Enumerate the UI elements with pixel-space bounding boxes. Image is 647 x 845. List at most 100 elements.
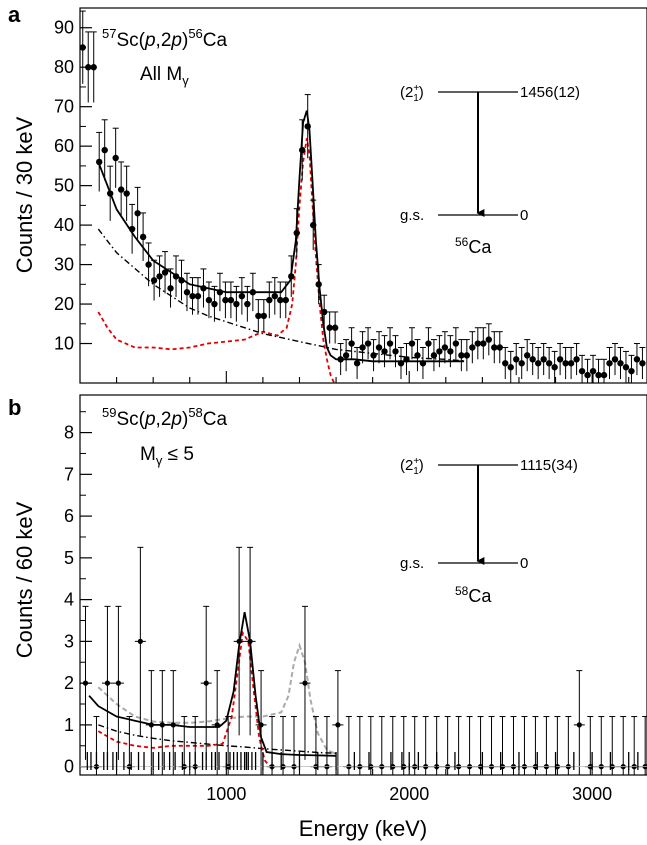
data-point	[332, 670, 344, 775]
y-tick-label: 80	[54, 57, 74, 77]
data-point	[386, 327, 394, 360]
y-tick-label: 60	[54, 136, 74, 156]
data-point	[458, 339, 465, 372]
data-point	[331, 311, 339, 344]
data-point	[343, 716, 355, 775]
data-point	[200, 605, 212, 760]
data-point	[502, 346, 509, 380]
data-point	[622, 350, 630, 383]
data-point	[573, 670, 585, 775]
nucleus-label-a: 56Ca	[455, 235, 492, 257]
y-axis-b: 0 1 2 3 4 5 6 7 8	[64, 411, 92, 777]
data-point	[617, 346, 624, 380]
y-tick-label: 40	[54, 215, 74, 235]
data-point	[408, 327, 416, 360]
data-point	[529, 716, 541, 775]
data-point	[480, 327, 487, 360]
data-point	[189, 277, 196, 315]
y-tick-label: 10	[54, 334, 74, 354]
y-tick-label: 90	[54, 18, 74, 38]
y-tick-label: 1	[64, 715, 74, 735]
x-tick-label: 2000	[389, 784, 429, 804]
data-point	[556, 343, 564, 376]
data-point	[222, 281, 229, 319]
data-point	[80, 10, 86, 84]
excited-level-energy-a: 1456(12)	[520, 84, 580, 101]
data-point	[452, 327, 460, 360]
data-point	[475, 716, 487, 775]
data-point	[101, 119, 108, 181]
plot-area-a	[80, 10, 646, 383]
data-point	[255, 299, 262, 333]
y-axis-a: 10 20 30 40 50 60 70 80 90	[54, 18, 630, 383]
data-point	[447, 335, 454, 368]
excited-level-spin-a: (2+ 1)	[400, 83, 424, 104]
ground-state-energy-a: 0	[520, 207, 528, 224]
data-point	[288, 716, 300, 775]
y-tick-label: 8	[64, 423, 74, 443]
data-point	[304, 94, 311, 159]
data-point	[573, 343, 580, 376]
data-point	[486, 716, 498, 775]
y-axis-label-b: Counts / 60 keV	[12, 501, 37, 658]
data-point	[628, 354, 635, 383]
data-point	[167, 670, 179, 775]
data-point	[238, 277, 246, 315]
panel-a: a 10 20 30 40 50 60 70 80 90 Counts / 30 keV 57S…	[8, 2, 647, 384]
background-curve	[97, 228, 465, 362]
data-point	[540, 716, 552, 775]
data-point	[518, 346, 525, 380]
data-point	[425, 327, 432, 360]
data-point	[183, 272, 191, 312]
data-point	[584, 716, 596, 775]
level-scheme-a: (2+ 1) 1456(12) g.s. 0 56Ca	[400, 83, 580, 257]
ground-state-label-b: g.s.	[400, 555, 424, 572]
data-point	[497, 716, 508, 775]
data-point	[282, 281, 289, 319]
data-point	[617, 716, 629, 775]
excited-level-spin-b: (2+ 1)	[400, 456, 424, 477]
reaction-label-a: 57Sc(p,2p)56Ca	[102, 26, 228, 51]
y-tick-label: 30	[54, 255, 74, 275]
data-point	[365, 716, 377, 775]
data-point	[387, 716, 399, 775]
data-point	[139, 212, 147, 261]
y-tick-label: 2	[64, 673, 74, 693]
data-point	[595, 716, 607, 775]
data-point	[194, 277, 202, 315]
data-point	[244, 285, 251, 322]
data-point	[414, 339, 421, 372]
data-point	[134, 546, 146, 736]
data-point	[353, 346, 361, 380]
data-point	[359, 331, 366, 364]
data-point	[337, 343, 344, 376]
response-function-curve	[97, 630, 271, 768]
data-point	[474, 327, 482, 360]
data-point	[167, 268, 174, 308]
data-point	[299, 119, 306, 181]
y-tick-label: 0	[64, 757, 74, 777]
data-point	[145, 242, 152, 287]
x-tick-label: 1000	[206, 784, 246, 804]
data-point	[534, 346, 542, 380]
nucleus-label-b: 58Ca	[455, 584, 492, 606]
data-point	[271, 277, 278, 315]
y-tick-label: 7	[64, 464, 74, 484]
data-point	[96, 131, 103, 192]
data-point	[227, 281, 235, 319]
data-point	[321, 716, 333, 775]
data-point	[595, 358, 602, 383]
event-rug-b	[86, 752, 639, 770]
data-point	[277, 716, 289, 775]
data-point	[381, 335, 388, 368]
data-point	[326, 311, 333, 344]
data-point	[370, 339, 377, 372]
data-point	[392, 335, 399, 368]
data-point	[523, 339, 531, 372]
data-point	[606, 716, 618, 775]
data-point	[419, 346, 427, 380]
data-point	[128, 203, 136, 254]
data-point	[464, 716, 476, 775]
data-point	[299, 605, 311, 760]
data-point	[178, 259, 185, 301]
